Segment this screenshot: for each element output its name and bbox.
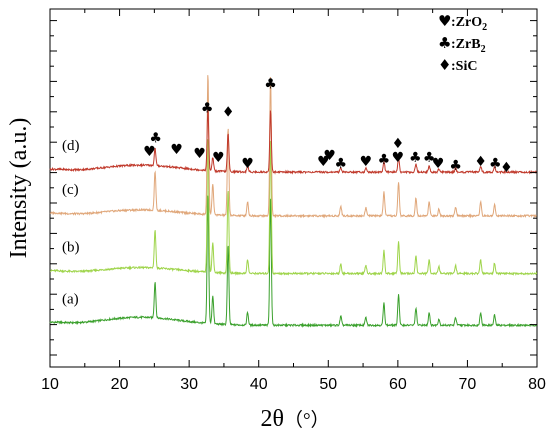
phase-marker-zrb2-21: ♣ [489, 156, 502, 172]
phase-marker-zro2-18: ♥ [432, 156, 445, 172]
phase-marker-zro2-12: ♥ [360, 154, 373, 170]
legend-symbol-zrb2: ♣ [438, 34, 451, 52]
phase-marker-zro2-7: ♥ [241, 156, 254, 172]
x-tick-label-30: 30 [180, 376, 198, 393]
phase-marker-zro2-3: ♥ [193, 146, 206, 162]
legend-label-zrb2: :ZrB2 [451, 37, 486, 55]
phase-marker-sic-14: ♦ [392, 136, 405, 152]
legend-label-sic: :SiC [451, 59, 477, 74]
series-label-c: (c) [62, 182, 79, 198]
phase-marker-sic-20: ♦ [474, 154, 487, 170]
x-tick-label-80: 80 [528, 376, 546, 393]
phase-marker-zro2-10: ♥ [323, 148, 336, 164]
phase-marker-sic-6: ♦ [222, 104, 235, 120]
series-label-a: (a) [62, 291, 79, 307]
x-tick-label-50: 50 [319, 376, 337, 393]
x-axis-label-unit: （°） [284, 409, 330, 431]
series-line-c [49, 75, 537, 219]
phase-marker-sic-22: ♦ [500, 160, 513, 176]
phase-marker-zrb2-13: ♣ [378, 152, 391, 168]
y-axis [50, 20, 537, 356]
legend-symbol-zro2: ♥ [438, 12, 451, 30]
phase-marker-zrb2-4: ♣ [201, 100, 214, 116]
phase-marker-zrb2-17: ♣ [423, 150, 436, 166]
series-label-d: (d) [62, 138, 80, 154]
x-tick-label-40: 40 [250, 376, 268, 393]
legend: ♥:ZrO2♣:ZrB2♦:SiC [438, 12, 487, 74]
phase-markers: ♥♣♥ ♥♣♥♦♥♣♥♥♣ ♥ ♣♦♥ ♣ ♣♥ ♣ ♦ ♣♦ [143, 77, 512, 177]
series-label-b: (b) [62, 240, 80, 256]
phase-marker-zro2-15: ♥ [392, 150, 405, 166]
series-line-b [49, 139, 538, 277]
legend-symbol-sic: ♦ [438, 56, 451, 74]
phase-marker-zrb2-11: ♣ [335, 156, 348, 172]
phase-marker-zrb2-1: ♣ [149, 130, 162, 146]
series-line-a [49, 195, 538, 328]
x-axis-label: 2θ（°） [260, 406, 329, 432]
legend-label-zro2: :ZrO2 [451, 15, 487, 33]
y-axis-label: Intensity (a.u.) [6, 118, 32, 259]
x-axis-label-main: 2θ [260, 406, 284, 432]
phase-marker-zro2-5: ♥ [212, 150, 225, 166]
phase-marker-zrb2-16: ♣ [409, 150, 422, 166]
series-line-d [49, 109, 537, 175]
phase-marker-zrb2-19: ♣ [449, 158, 462, 174]
x-tick-label-70: 70 [459, 376, 477, 393]
x-axis: 10 20 30 40 50 60 70 80 [41, 9, 546, 393]
x-tick-label-20: 20 [111, 376, 129, 393]
series-labels: (a) (b) (c) (d) [62, 138, 80, 307]
x-tick-label-10: 10 [41, 376, 59, 393]
x-tick-label-60: 60 [389, 376, 407, 393]
phase-marker-zro2-2: ♥ [170, 142, 183, 158]
phase-marker-zro2-9: ♥ [317, 154, 330, 170]
phase-marker-zro2-0: ♥ [143, 144, 156, 160]
phase-marker-zrb2-8: ♣ [264, 77, 277, 93]
series-layer [49, 75, 538, 328]
